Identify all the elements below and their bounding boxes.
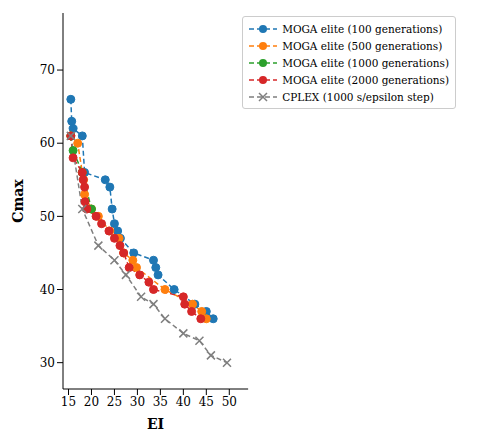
svg-text:60: 60 bbox=[40, 136, 55, 150]
svg-text:20: 20 bbox=[84, 395, 99, 409]
html-text:MOGA elite (500 generations): MOGA elite (500 generations) bbox=[282, 39, 443, 52]
html-text:MOGA elite (1000 generations): MOGA elite (1000 generations) bbox=[282, 56, 449, 69]
svg-text:EI: EI bbox=[147, 416, 164, 432]
svg-text:30: 30 bbox=[40, 356, 55, 370]
svg-text:Cmax: Cmax bbox=[10, 179, 26, 223]
svg-text:40: 40 bbox=[176, 395, 191, 409]
html-text:MOGA elite (2000 generations): MOGA elite (2000 generations) bbox=[282, 73, 449, 86]
svg-text:50: 50 bbox=[40, 210, 55, 224]
html-text:MOGA elite (100 generations): MOGA elite (100 generations) bbox=[282, 22, 443, 35]
svg-text:50: 50 bbox=[222, 395, 237, 409]
html-text:CPLEX (1000 s/epsilon step): CPLEX (1000 s/epsilon step) bbox=[282, 90, 434, 103]
svg-text:70: 70 bbox=[40, 63, 55, 77]
svg-text:45: 45 bbox=[199, 395, 214, 409]
svg-text:30: 30 bbox=[130, 395, 145, 409]
svg-text:25: 25 bbox=[107, 395, 122, 409]
svg-text:15: 15 bbox=[61, 395, 76, 409]
svg-text:40: 40 bbox=[40, 283, 55, 297]
svg-text:35: 35 bbox=[153, 395, 168, 409]
